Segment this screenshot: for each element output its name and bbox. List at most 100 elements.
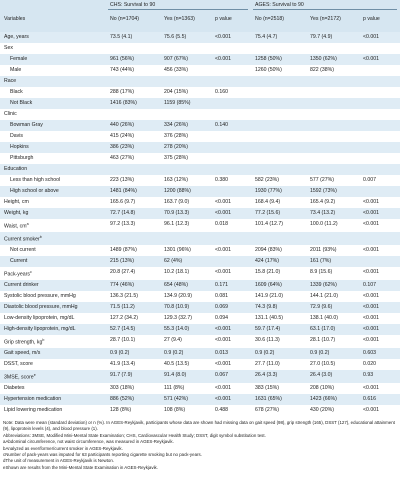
cell-ages-p: <0.001 — [363, 384, 380, 391]
row-label: Hypertension medication — [4, 396, 61, 403]
cell-ages-yes: 72.9 (9.6) — [310, 303, 333, 310]
cell-chs-yes: 111 (8%) — [164, 384, 185, 391]
table-header: CHS: Survival to 90 AGES: Survival to 90… — [0, 0, 400, 32]
cell-ages-no: 15.8 (21.0) — [255, 268, 281, 275]
cell-ages-p: 0.020 — [363, 360, 376, 367]
cell-ages-p: <0.001 — [363, 292, 380, 299]
table-row: Low-density lipoprotein, mg/dL 127.2 (34.… — [0, 313, 400, 324]
cell-chs-p: <0.001 — [215, 395, 232, 402]
cell-ages-no: 678 (27%) — [255, 406, 279, 413]
row-label-text: Weight, kg — [4, 209, 29, 216]
row-label-text: Hopkins — [10, 143, 29, 150]
table-row: Gait speed, m/s 0.9 (0.2) 0.9 (0.2) 0.013 0.… — [0, 348, 400, 359]
cell-ages-no: 1258 (50%) — [255, 55, 282, 62]
cell-ages-yes: 208 (10%) — [310, 384, 334, 391]
cell-chs-no: 386 (23%) — [110, 143, 134, 150]
row-label: Male — [10, 67, 21, 74]
cell-chs-yes: 654 (48%) — [164, 281, 188, 288]
cell-chs-p: <0.001 — [215, 209, 232, 216]
row-label-text: Clinic — [4, 110, 17, 117]
cell-ages-p: <0.001 — [363, 314, 380, 321]
cell-ages-yes: 138.1 (40.0) — [310, 314, 338, 321]
col-header-ages-no: No (n=2518) — [255, 16, 284, 22]
row-label-text: Current — [10, 257, 28, 264]
row-label-text: Sex — [4, 44, 13, 51]
table-body: Age, years 73.5 (4.1) 75.6 (5.5) <0.001 75.4… — [0, 32, 400, 416]
cell-ages-no: 1930 (77%) — [255, 187, 282, 194]
row-label: Black — [10, 89, 23, 96]
row-label-text: High school or above — [10, 187, 59, 194]
row-label-text: Height, cm — [4, 198, 29, 205]
cell-ages-yes: 577 (27%) — [310, 176, 334, 183]
cell-ages-p: 0.603 — [363, 349, 376, 356]
cell-ages-no: 26.4 (3.3) — [255, 371, 278, 378]
row-label: Education — [4, 166, 27, 173]
cell-chs-no: 72.7 (14.8) — [110, 209, 136, 216]
cell-ages-yes: 100.0 (11.2) — [310, 220, 338, 227]
row-label-text: Current drinker — [4, 281, 39, 288]
table-row: Weight, kg 72.7 (14.8) 70.9 (13.3) <0.001 77… — [0, 208, 400, 219]
footnote-marker: c — [29, 269, 32, 274]
cell-ages-p: <0.001 — [363, 303, 380, 310]
cell-chs-no: 288 (17%) — [110, 88, 134, 95]
cell-ages-yes: 161 (7%) — [310, 257, 332, 264]
cell-chs-yes: 129.3 (32.7) — [164, 314, 192, 321]
cell-ages-no: 77.2 (15.6) — [255, 209, 281, 216]
row-label: Grip strength, kgb — [4, 337, 44, 347]
cell-ages-yes: 8.9 (15.6) — [310, 268, 333, 275]
cell-ages-yes: 1350 (62%) — [310, 55, 337, 62]
table-row: Current 215 (13%) 62 (4%) 424 (17%) 161 (7%) — [0, 256, 400, 267]
cell-chs-no: 303 (18%) — [110, 384, 134, 391]
table-row: Hypertension medication 886 (52%) 571 (42%… — [0, 394, 400, 405]
cell-ages-p: <0.001 — [363, 336, 380, 343]
row-label-text: Less than high school — [10, 176, 61, 183]
cell-ages-no: 424 (17%) — [255, 257, 279, 264]
row-label: Sex — [4, 45, 13, 52]
table-row: Diabetes 303 (18%) 111 (8%) <0.001 383 (15%)… — [0, 383, 400, 394]
row-label: Systolic blood pressure, mmHg — [4, 293, 76, 300]
cell-chs-yes: 204 (15%) — [164, 88, 188, 95]
table-row: Male 743 (44%) 456 (33%) 1260 (50%) 822 (38%… — [0, 65, 400, 76]
table-row: 3MSE, scoree 91.7 (7.9) 91.4 (8.0) 0.067 26.… — [0, 370, 400, 383]
cell-chs-yes: 91.4 (8.0) — [164, 371, 187, 378]
footnote: eShown are results from the Mini-Mental … — [3, 464, 158, 470]
row-label-text: Grip strength, kg — [4, 339, 43, 346]
row-label-text: Lipid lowering medication — [4, 406, 63, 413]
footnote: aAbdominal circumference, not waist circ… — [3, 439, 174, 445]
row-label-text: Black — [10, 88, 23, 95]
cell-chs-no: 20.8 (27.4) — [110, 268, 136, 275]
group-rule-ages — [253, 9, 397, 10]
cell-ages-p: 0.107 — [363, 281, 376, 288]
cell-ages-p: <0.001 — [363, 246, 380, 253]
footnote: dThe unit of measurement in AGES-Reykjav… — [3, 458, 115, 464]
cell-ages-yes: 73.4 (13.2) — [310, 209, 336, 216]
footnote-marker: b — [39, 234, 42, 239]
row-label-text: Diabetes — [4, 384, 25, 391]
cell-chs-yes: 70.8 (10.9) — [164, 303, 190, 310]
table-row: Race — [0, 76, 400, 87]
row-label-text: Pittsburgh — [10, 154, 34, 161]
cell-chs-no: 440 (26%) — [110, 121, 134, 128]
row-label-text: High-density lipoprotein, mg/dL — [4, 325, 76, 332]
cell-chs-yes: 1200 (88%) — [164, 187, 191, 194]
row-label-text: Davis — [10, 132, 23, 139]
col-header-chs-yes: Yes (n=1363) — [164, 16, 195, 22]
cell-chs-yes: 334 (26%) — [164, 121, 188, 128]
cell-ages-yes: 28.1 (10.7) — [310, 336, 336, 343]
row-label: Diastolic blood pressure, mmHg — [4, 304, 78, 311]
row-label: Less than high school — [10, 177, 60, 184]
table-row: Systolic blood pressure, mmHg 136.3 (21.5… — [0, 291, 400, 302]
cell-ages-p: 0.93 — [363, 371, 374, 378]
cell-ages-no: 0.9 (0.2) — [255, 349, 275, 356]
cell-ages-p: <0.001 — [363, 209, 380, 216]
row-label-text: Waist, cm — [4, 223, 27, 230]
row-label: Lipid lowering medication — [4, 407, 62, 414]
row-label: Current — [10, 258, 27, 265]
table-row: Education — [0, 164, 400, 175]
cell-ages-yes: 2011 (93%) — [310, 246, 337, 253]
table-row: Height, cm 165.6 (9.7) 163.7 (9.0) <0.001 16… — [0, 197, 400, 208]
cell-chs-no: 41.9 (13.4) — [110, 360, 136, 367]
cell-chs-no: 463 (27%) — [110, 154, 134, 161]
cell-chs-yes: 571 (42%) — [164, 395, 188, 402]
